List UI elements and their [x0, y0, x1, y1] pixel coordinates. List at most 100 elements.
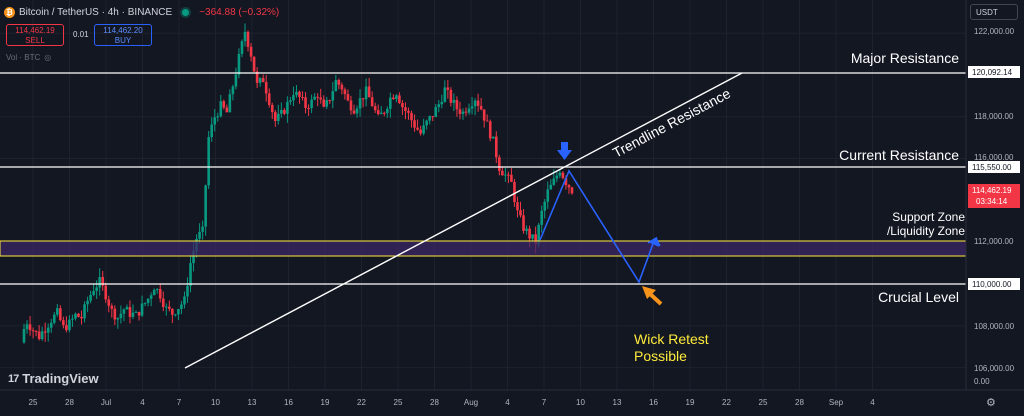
candle-body	[210, 124, 214, 138]
candle-body	[261, 78, 265, 83]
candle-body	[65, 325, 68, 331]
candle-body	[407, 110, 410, 113]
candle-body	[382, 112, 386, 114]
blue-down-arrow-icon	[557, 142, 572, 160]
candle-body	[149, 295, 153, 299]
time-tick: 4	[140, 398, 145, 407]
candle-body	[434, 107, 438, 117]
settings-gear-icon[interactable]: ⚙	[986, 397, 996, 409]
candle-body	[161, 298, 165, 307]
candle-body	[525, 228, 528, 231]
candle-body	[40, 331, 44, 340]
candle-body	[485, 120, 489, 122]
candle-body	[431, 116, 435, 118]
candle-body	[470, 106, 474, 109]
candle-body	[322, 99, 326, 107]
volume-legend[interactable]: Vol · BTC ◎	[6, 53, 51, 62]
candle-body	[428, 116, 431, 121]
candle-body	[467, 108, 471, 113]
candle-body	[449, 89, 453, 103]
support-zone-label: Support Zone	[892, 210, 965, 224]
candle-body	[564, 177, 568, 186]
candle-body	[252, 56, 256, 72]
candle-body	[482, 109, 486, 121]
candle-body	[328, 100, 332, 102]
candle-body	[452, 99, 456, 103]
bitcoin-logo-icon: ₿	[4, 6, 15, 18]
time-tick: 7	[177, 398, 182, 407]
time-tick: 16	[284, 398, 293, 407]
candle-body	[540, 210, 543, 225]
candle-body	[355, 108, 359, 114]
projection-path[interactable]	[539, 169, 655, 284]
tradingview-name: TradingView	[22, 371, 99, 386]
candle-body	[83, 304, 86, 319]
time-tick: 19	[321, 398, 330, 407]
candle-body	[392, 97, 395, 100]
time-tick: 13	[613, 398, 622, 407]
candle-body	[410, 112, 413, 121]
candle-body	[473, 100, 477, 107]
candle-body	[298, 91, 301, 98]
candle-body	[531, 234, 534, 239]
candle-body	[461, 111, 465, 114]
candle-body	[549, 184, 553, 190]
sell-button[interactable]: 114,462.19 SELL	[6, 24, 64, 46]
candle-body	[555, 175, 559, 179]
eye-hidden-icon[interactable]: ◎	[44, 53, 52, 62]
sell-price: 114,462.19	[15, 26, 55, 35]
symbol-title[interactable]: Bitcoin / TetherUS · 4h · BINANCE	[19, 6, 173, 18]
candle-body	[476, 100, 480, 106]
candle-body	[313, 96, 316, 100]
candle-body	[234, 74, 238, 87]
time-tick: 28	[795, 398, 804, 407]
candle-body	[504, 174, 507, 176]
trendline[interactable]	[184, 72, 743, 369]
candle-body	[488, 121, 492, 139]
volume-label: Vol · BTC	[6, 53, 41, 62]
candle-body	[404, 107, 407, 111]
candle-body	[367, 86, 371, 98]
candle-body	[491, 136, 495, 139]
sell-label: SELL	[25, 36, 45, 45]
buy-button[interactable]: 114,462.20 BUY	[94, 24, 152, 46]
candle-body	[280, 109, 283, 114]
candle-body	[464, 111, 468, 113]
tradingview-logo[interactable]: 17 TradingView	[8, 371, 99, 386]
candle-body	[413, 120, 416, 128]
time-tick: 7	[542, 398, 547, 407]
candle-body	[494, 136, 498, 158]
candle-body	[68, 319, 71, 331]
candle-body	[343, 89, 347, 95]
candle-body	[340, 84, 344, 90]
candle-body	[122, 309, 126, 314]
support-zone-rect[interactable]	[0, 240, 967, 257]
current-resistance-label: Current Resistance	[839, 147, 959, 163]
current-resistance-price-tag	[968, 161, 1020, 173]
price-tick: 122,000.00	[974, 27, 1015, 36]
currency-selector[interactable]: USDT	[970, 4, 1018, 20]
chart-grid	[0, 0, 966, 390]
candle-body	[373, 106, 377, 111]
candle-body	[77, 313, 80, 317]
price-axis[interactable]: 122,000.00 120,092.14 118,000.00 116,000…	[965, 0, 1020, 390]
candle-body	[222, 101, 226, 108]
candle-body	[528, 228, 531, 239]
major-resistance-price: 120,092.14	[972, 68, 1013, 77]
candle-body	[101, 277, 105, 286]
time-axis[interactable]: 25 28 Jul 4 7 10 13 16 19 22 25 28 Aug 4 7 10 13 16 19 22 25…	[0, 389, 1024, 407]
candle-body	[125, 307, 129, 310]
candle-body	[186, 285, 189, 297]
candle-body	[307, 108, 310, 110]
candle-body	[552, 178, 556, 185]
candle-body	[295, 91, 298, 96]
candle-body	[143, 302, 147, 304]
symbol-header[interactable]: ₿ Bitcoin / TetherUS · 4h · BINANCE −364…	[4, 4, 279, 20]
candle-body	[534, 234, 537, 245]
candle-body	[267, 93, 271, 105]
candle-body	[74, 313, 77, 319]
candle-body	[522, 215, 525, 231]
candle-body	[440, 101, 444, 105]
